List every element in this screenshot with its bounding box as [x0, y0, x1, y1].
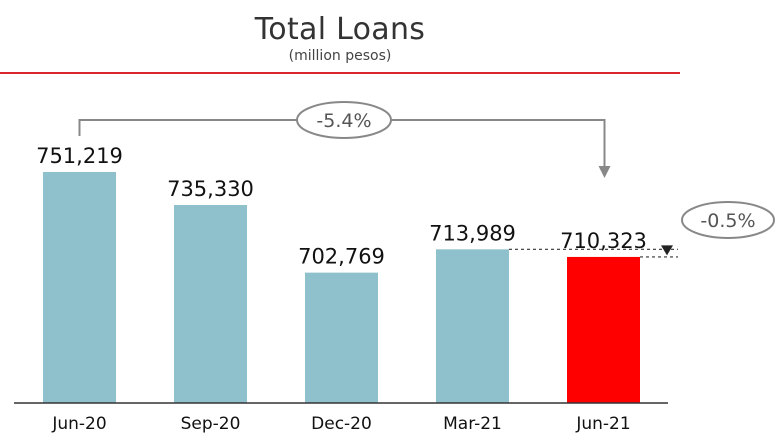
annual-change-badge: [296, 101, 392, 139]
tick-label-jun-21: Jun-21: [575, 414, 630, 434]
bars-group: [43, 172, 640, 403]
tick-label-sep-20: Sep-20: [181, 414, 241, 434]
tick-label-mar-21: Mar-21: [443, 414, 502, 434]
tick-label-jun-20: Jun-20: [51, 414, 106, 434]
chart-title: Total Loans: [254, 12, 426, 47]
chart-subtitle: (million pesos): [288, 48, 392, 64]
bar-jun-21: [567, 256, 640, 403]
value-label-jun-21: 710,323: [560, 229, 647, 253]
value-label-mar-21: 713,989: [429, 221, 516, 245]
bar-jun-20: [43, 172, 116, 403]
tick-label-dec-20: Dec-20: [311, 414, 372, 434]
category-ticks-group: Jun-20 Sep-20 Dec-20 Mar-21 Jun-21: [51, 414, 630, 434]
bar-sep-20: [174, 205, 247, 403]
change-bracket-arrowhead: [598, 166, 611, 178]
quarter-change-arrowhead: [661, 245, 673, 256]
annual-change-text: -5.4%: [316, 110, 371, 132]
value-label-sep-20: 735,330: [167, 177, 254, 201]
bar-dec-20: [305, 272, 378, 403]
quarter-change-text: -0.5%: [700, 210, 755, 232]
value-label-dec-20: 702,769: [298, 245, 385, 269]
bar-mar-21: [436, 249, 509, 403]
quarter-change-badge: [681, 201, 775, 239]
title-rule: [0, 72, 680, 74]
value-labels-group: 751,219 735,330 702,769 713,989 710,323: [36, 144, 647, 269]
value-label-jun-20: 751,219: [36, 144, 123, 168]
